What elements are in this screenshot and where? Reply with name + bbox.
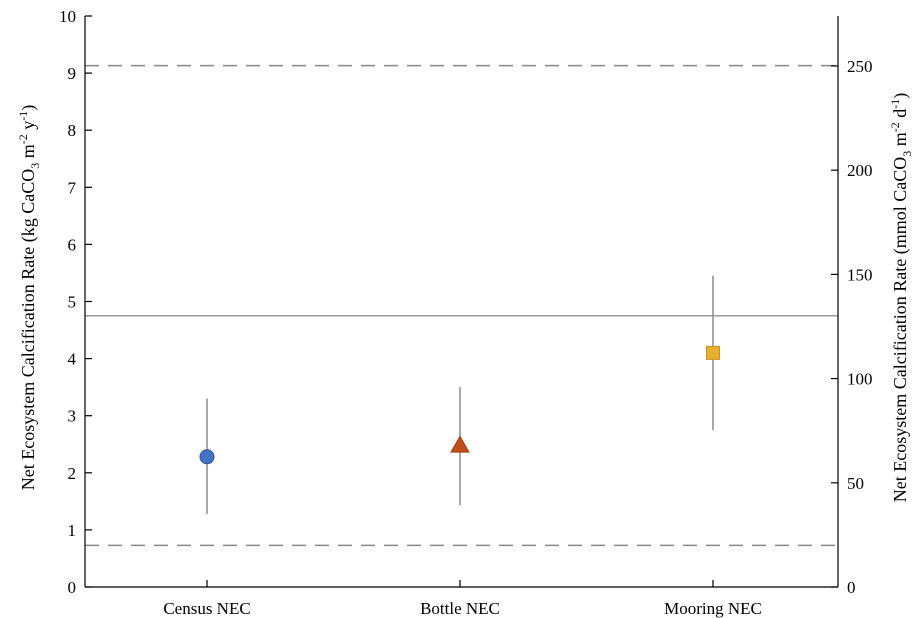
category-label: Census NEC <box>163 599 250 618</box>
right-y-ticks: 0 50 100 150 200 250 <box>831 57 873 597</box>
left-tick-label: 5 <box>68 293 77 312</box>
right-tick-label: 250 <box>847 57 873 76</box>
left-tick-label: 0 <box>68 578 77 597</box>
right-tick-label: 0 <box>847 578 856 597</box>
data-markers <box>199 345 720 465</box>
data-point-2 <box>706 345 720 360</box>
left-tick-label: 3 <box>68 407 77 426</box>
left-y-axis-label: Net Ecosystem Calcification Rate (kg CaC… <box>16 105 42 490</box>
left-y-ticks: 0 1 2 3 4 5 6 7 8 9 10 <box>59 7 92 597</box>
right-tick-label: 100 <box>847 370 873 389</box>
error-bars <box>206 275 714 514</box>
axes <box>84 16 839 588</box>
left-tick-label: 10 <box>59 7 76 26</box>
left-tick-label: 9 <box>68 64 77 83</box>
right-tick-label: 200 <box>847 161 873 180</box>
left-tick-label: 2 <box>68 464 77 483</box>
left-tick-label: 4 <box>68 350 77 369</box>
data-point-1 <box>450 435 470 453</box>
right-y-axis-label: Net Ecosystem Calcification Rate (mmol C… <box>888 93 914 502</box>
data-point-0 <box>199 449 215 465</box>
left-tick-label: 8 <box>68 121 77 140</box>
category-label: Bottle NEC <box>420 599 500 618</box>
reference-lines <box>85 64 838 547</box>
x-ticks: Census NEC Bottle NEC Mooring NEC <box>163 580 762 618</box>
left-tick-label: 7 <box>68 178 77 197</box>
right-tick-label: 50 <box>847 474 864 493</box>
right-tick-label: 150 <box>847 265 873 284</box>
left-tick-label: 6 <box>68 235 77 254</box>
category-label: Mooring NEC <box>664 599 762 618</box>
left-tick-label: 1 <box>68 521 77 540</box>
